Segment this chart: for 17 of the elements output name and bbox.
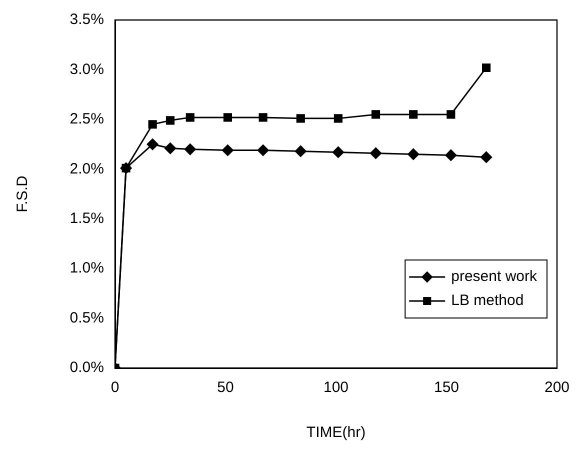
y-tick-label: 0.5% xyxy=(70,309,104,326)
y-tick-label: 1.0% xyxy=(70,260,104,277)
y-tick-label: 1.5% xyxy=(70,210,104,227)
x-tick-label: 100 xyxy=(323,379,349,396)
y-tick-label: 0.0% xyxy=(70,359,104,376)
y-tick-label: 3.5% xyxy=(70,11,104,28)
x-axis-title: TIME(hr) xyxy=(306,424,366,442)
y-tick-label: 2.0% xyxy=(70,160,104,178)
y-tick-label: 2.5% xyxy=(70,110,104,128)
y-axis-title: F.S.D xyxy=(14,176,32,212)
x-tick-label: 200 xyxy=(544,379,570,396)
x-tick-label: 0 xyxy=(110,379,120,396)
legend-label: present work xyxy=(451,268,538,286)
y-tick-label: 3.0% xyxy=(70,60,104,78)
x-tick-label: 150 xyxy=(434,379,460,396)
x-tick-label: 50 xyxy=(217,379,234,396)
legend-label: LB method xyxy=(451,292,524,310)
